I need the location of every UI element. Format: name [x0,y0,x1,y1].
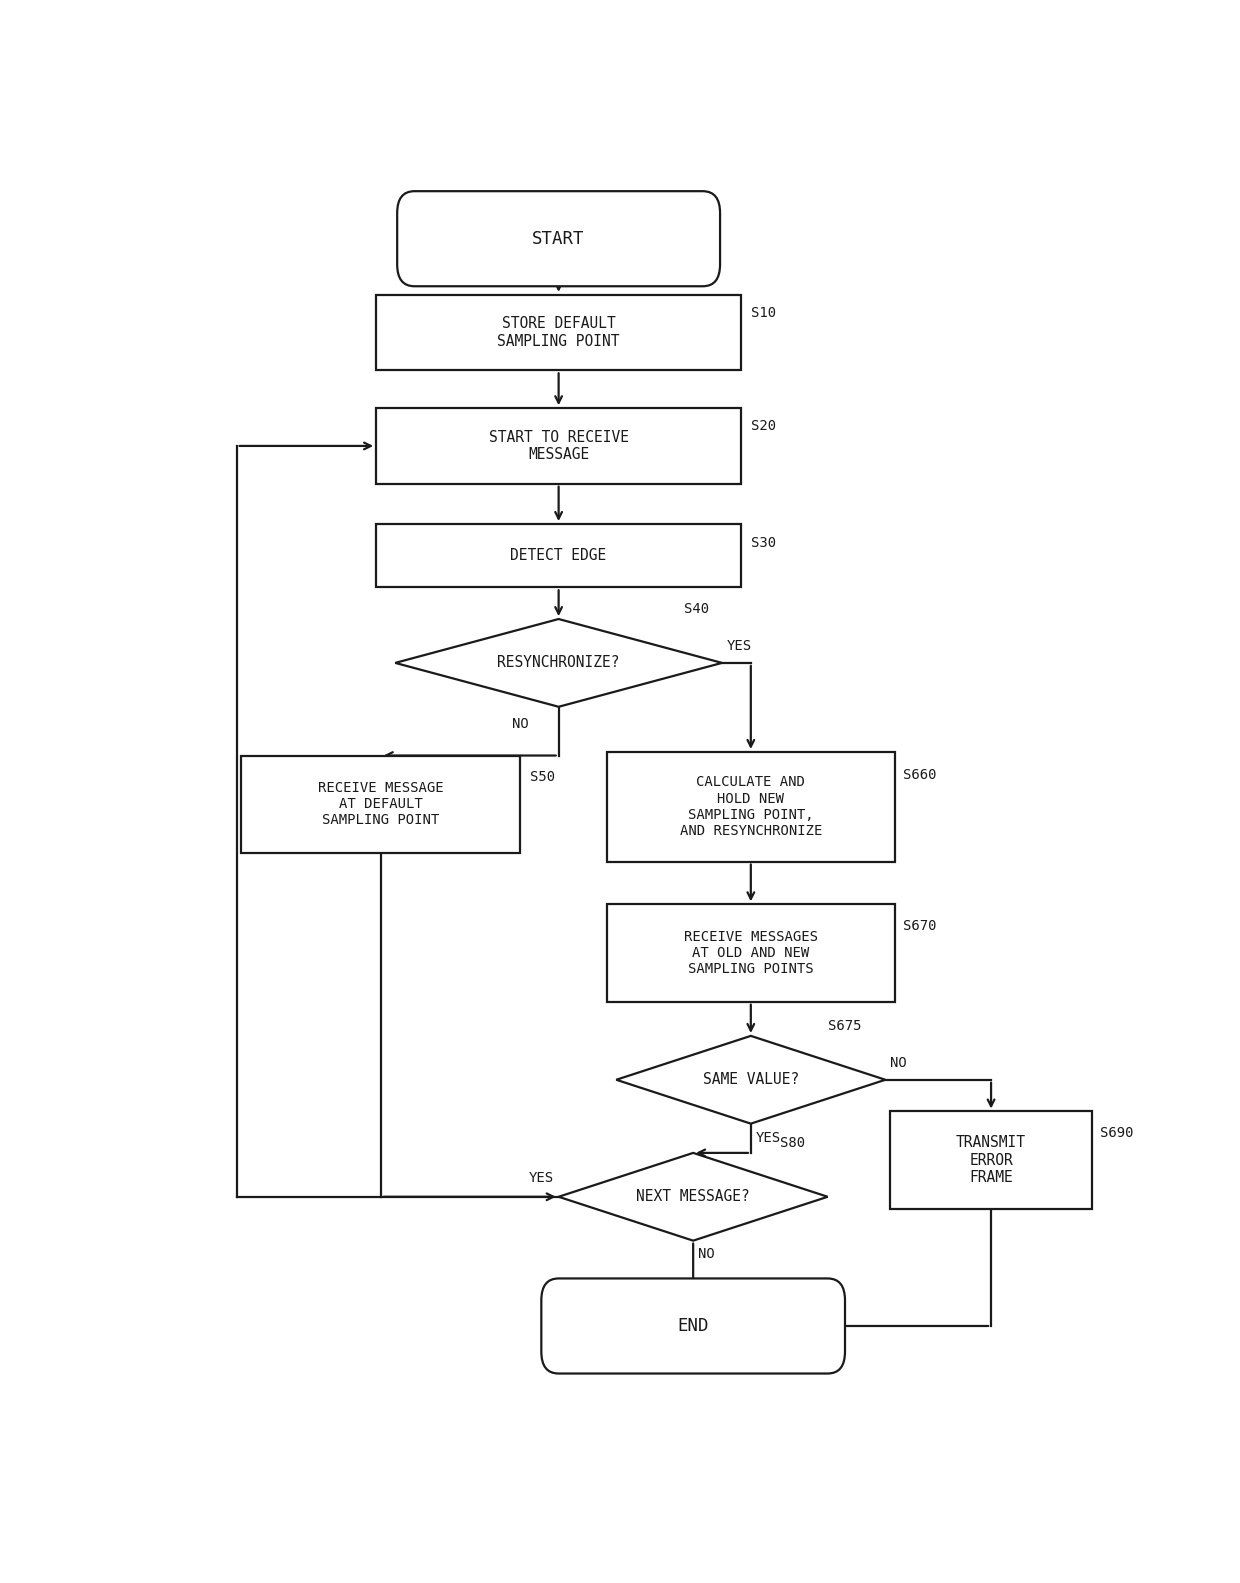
Bar [606,752,895,861]
Bar [376,294,742,370]
Text: YES: YES [528,1170,554,1184]
Text: S670: S670 [903,920,936,934]
Text: DETECT EDGE: DETECT EDGE [511,548,606,564]
FancyBboxPatch shape [397,192,720,287]
Text: SAME VALUE?: SAME VALUE? [703,1072,799,1088]
Text: END: END [677,1317,709,1334]
Bar [890,1111,1092,1209]
Text: STORE DEFAULT
SAMPLING POINT: STORE DEFAULT SAMPLING POINT [497,317,620,348]
Polygon shape [616,1035,885,1124]
Text: S690: S690 [1100,1127,1133,1140]
FancyBboxPatch shape [542,1279,844,1374]
Text: NO: NO [512,717,528,730]
Text: RECEIVE MESSAGES
AT OLD AND NEW
SAMPLING POINTS: RECEIVE MESSAGES AT OLD AND NEW SAMPLING… [683,929,818,977]
Text: S10: S10 [751,306,776,320]
Text: TRANSMIT
ERROR
FRAME: TRANSMIT ERROR FRAME [956,1135,1025,1186]
Text: S660: S660 [903,768,936,782]
Text: RESYNCHRONIZE?: RESYNCHRONIZE? [497,655,620,670]
Polygon shape [396,619,722,706]
Text: NO: NO [890,1056,906,1070]
Bar [606,904,895,1002]
Text: S50: S50 [529,771,556,785]
Text: S675: S675 [828,1019,862,1034]
Text: S40: S40 [683,602,709,616]
Text: S20: S20 [751,419,776,434]
Text: START TO RECEIVE
MESSAGE: START TO RECEIVE MESSAGE [489,429,629,462]
Bar [376,408,742,484]
Text: S30: S30 [751,537,776,551]
Polygon shape [559,1152,828,1241]
Text: START: START [532,230,585,247]
Text: YES: YES [727,640,751,654]
Text: NEXT MESSAGE?: NEXT MESSAGE? [636,1189,750,1205]
Bar [376,524,742,587]
Bar [242,755,521,853]
Text: RECEIVE MESSAGE
AT DEFAULT
SAMPLING POINT: RECEIVE MESSAGE AT DEFAULT SAMPLING POIN… [317,780,444,828]
Text: S80: S80 [780,1137,805,1151]
Text: YES: YES [755,1130,781,1145]
Text: CALCULATE AND
HOLD NEW
SAMPLING POINT,
AND RESYNCHRONIZE: CALCULATE AND HOLD NEW SAMPLING POINT, A… [680,776,822,837]
Text: NO: NO [698,1247,714,1260]
